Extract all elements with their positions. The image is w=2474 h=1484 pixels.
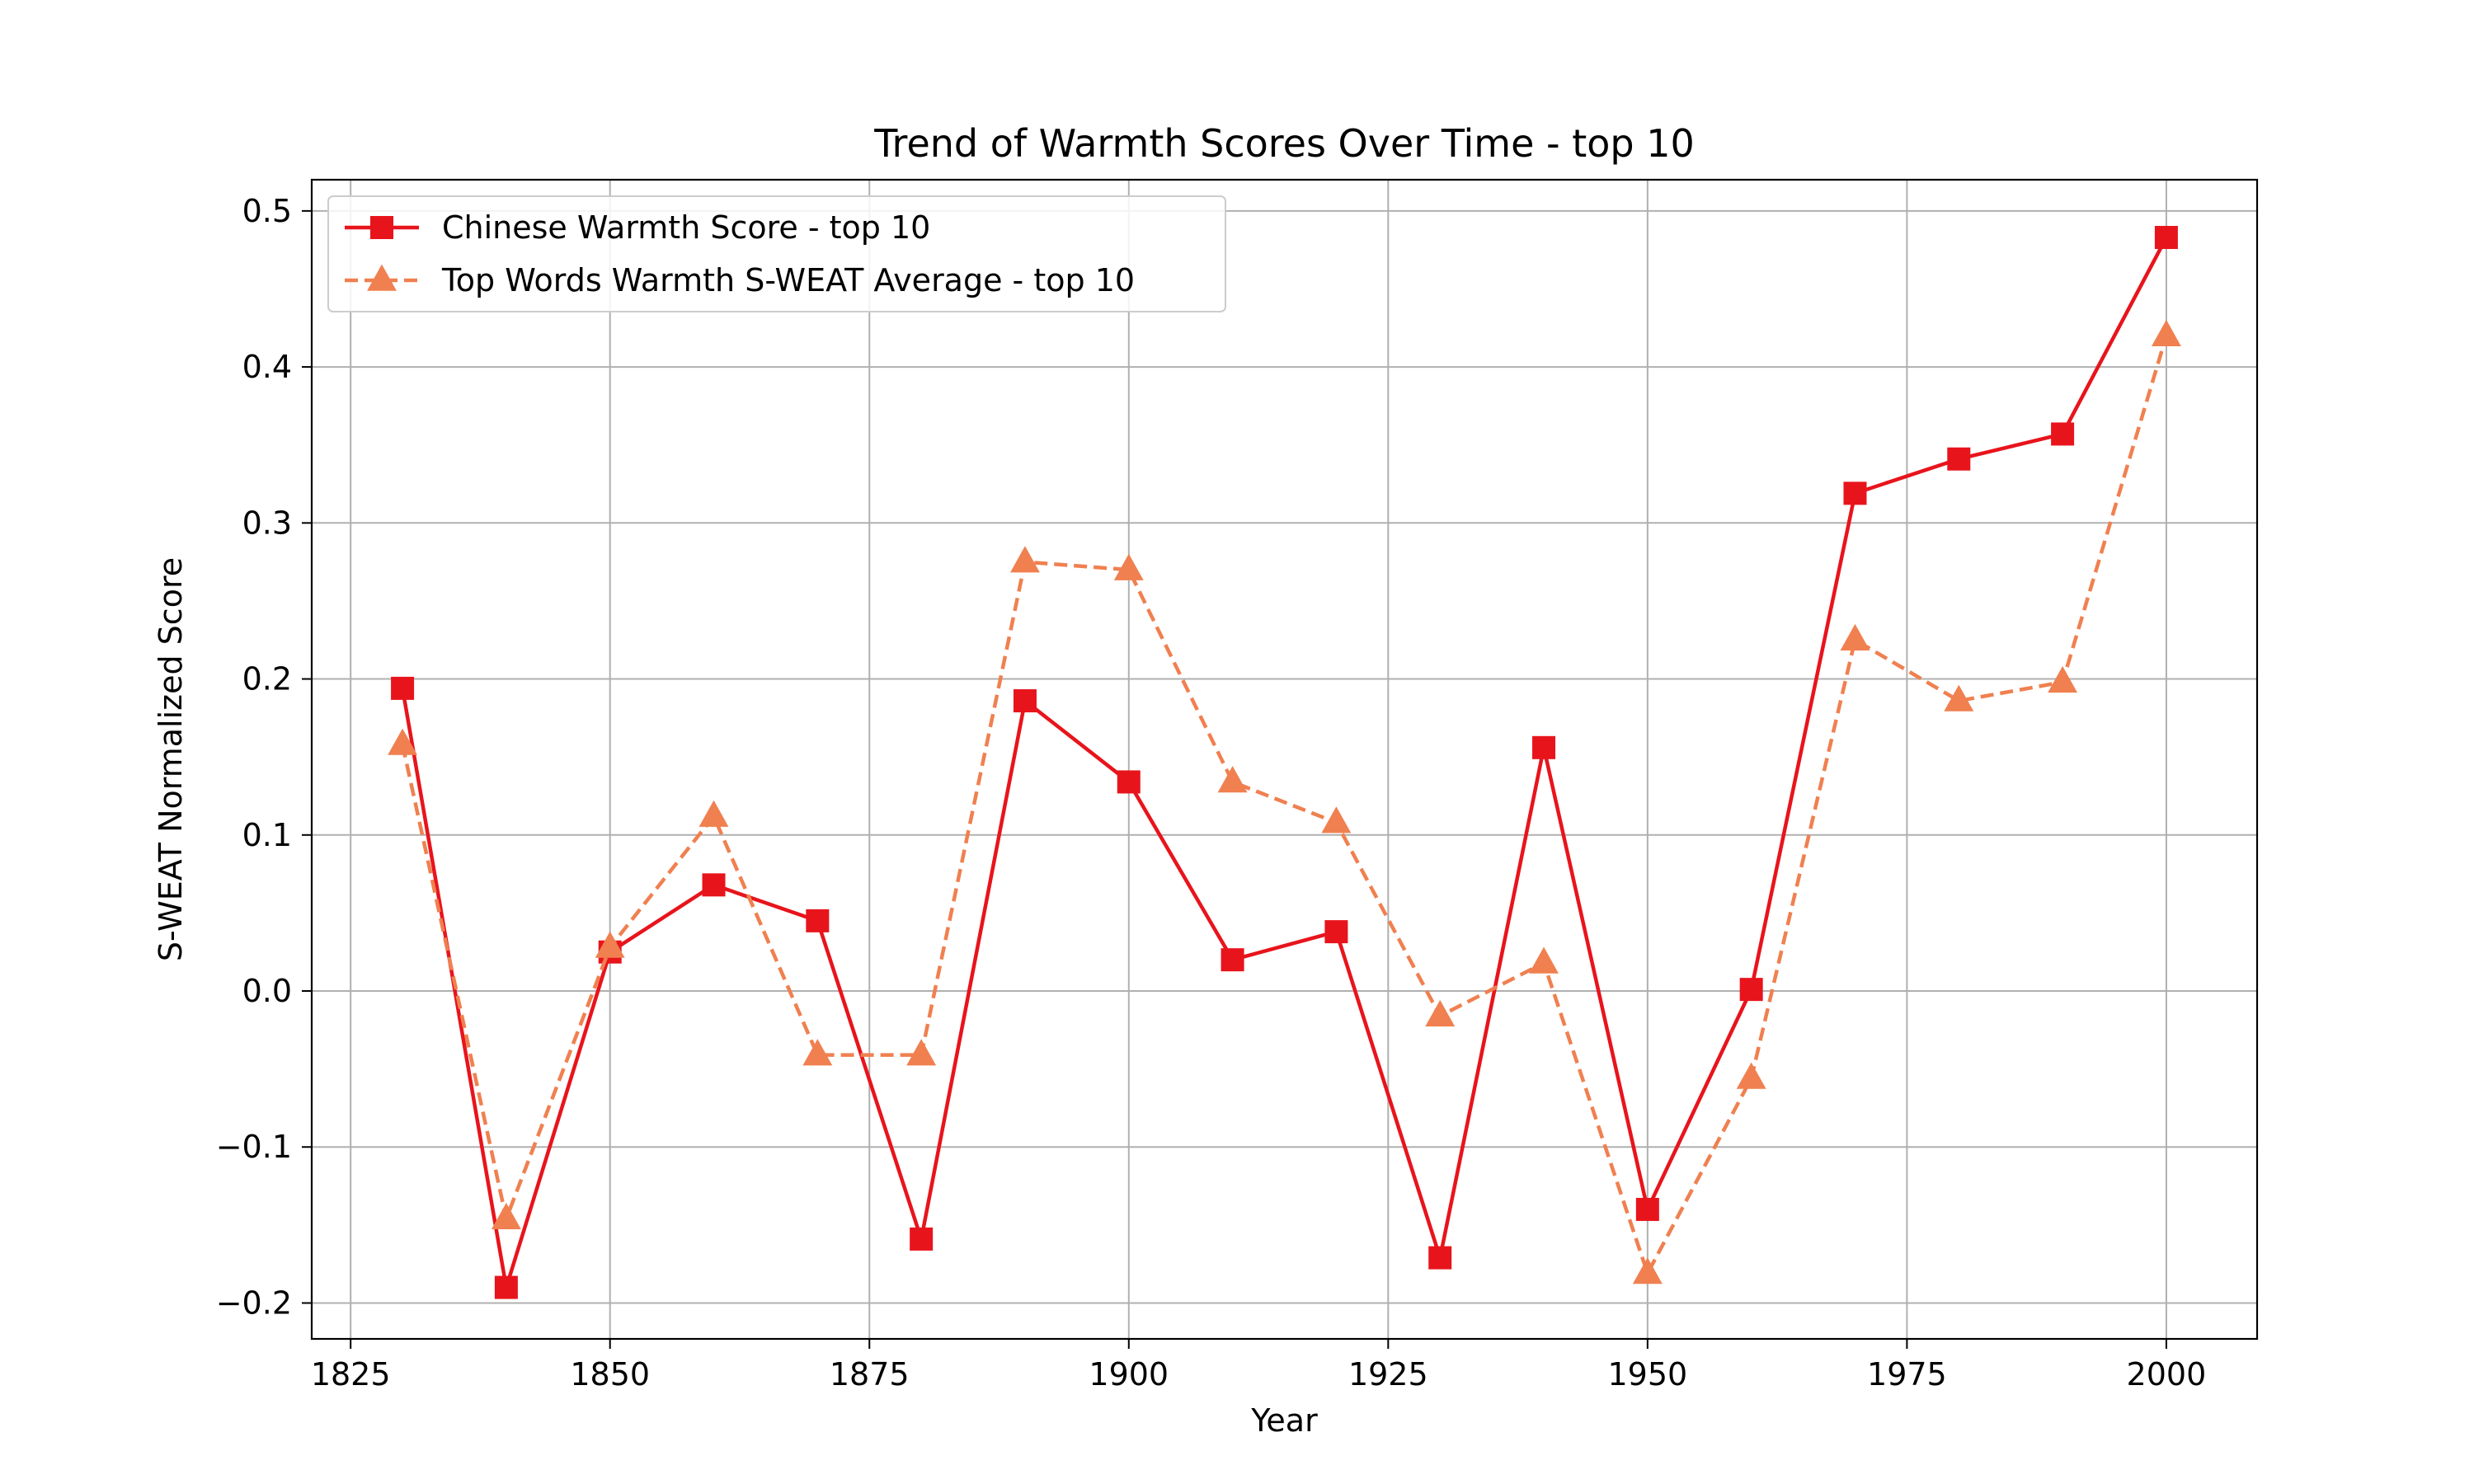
legend-marker [370, 216, 393, 239]
series-1-point [1532, 735, 1556, 759]
plot-area-frame [310, 178, 2259, 1341]
series-1-point [1117, 770, 1141, 794]
series-1-point [1324, 920, 1348, 944]
x-tick-label: 1875 [830, 1356, 910, 1392]
y-tick-label: 0.3 [242, 505, 292, 541]
series-layer [388, 226, 2181, 1299]
series-2-point [491, 1202, 521, 1230]
series-2-point [802, 1039, 833, 1066]
axis-ticks: 1825 1850 1875 1900 1925 1950 1975 2000 −0.2 −0.1… [216, 193, 2207, 1392]
series-1-point [1947, 447, 1971, 471]
y-tick-label: 0.4 [242, 349, 292, 385]
series-1-point [1843, 481, 1867, 505]
series-2-point [2048, 665, 2078, 693]
y-tick-label: 0.1 [242, 817, 292, 853]
series-1-point [806, 909, 830, 932]
series-2-point [2151, 319, 2181, 346]
series-2-point [1425, 999, 1456, 1027]
x-tick-label: 1850 [570, 1356, 650, 1392]
legend-label: Top Words Warmth S-WEAT Average - top 10 [441, 262, 1135, 298]
series-2-point [906, 1039, 937, 1066]
y-tick-label: −0.2 [216, 1284, 292, 1321]
x-tick-label: 2000 [2127, 1356, 2207, 1392]
series-2-point [595, 931, 625, 958]
y-tick-label: 0.0 [242, 973, 292, 1009]
series-1-point [1013, 689, 1037, 713]
y-tick-label: 0.5 [242, 193, 292, 229]
legend-label: Chinese Warmth Score - top 10 [442, 209, 930, 246]
series-2-point [1113, 553, 1144, 580]
series-2-point [1736, 1062, 1766, 1089]
x-tick-label: 1825 [311, 1356, 391, 1392]
series-2-point [1217, 766, 1248, 793]
legend-marker [367, 264, 397, 291]
series-1-point [1428, 1246, 1452, 1270]
x-tick-label: 1975 [1867, 1356, 1947, 1392]
series-2-point [388, 728, 418, 755]
series-1-point [391, 676, 415, 700]
y-tick-label: −0.1 [216, 1129, 292, 1165]
y-axis-label: S-WEAT Normalized Score [153, 557, 189, 961]
y-tick-label: 0.2 [242, 661, 292, 697]
series-2-point [698, 800, 729, 827]
series-1-point [494, 1275, 518, 1299]
chart-title: Trend of Warmth Scores Over Time - top 1… [873, 121, 1695, 166]
series-2-point [1010, 546, 1040, 573]
x-tick-label: 1925 [1348, 1356, 1428, 1392]
series-1-point [1739, 978, 1763, 1002]
series-2 [388, 319, 2181, 1284]
series-1-point [1635, 1197, 1659, 1221]
series-1-point [1221, 948, 1244, 972]
x-tick-label: 1950 [1607, 1356, 1687, 1392]
series-1-point [2051, 422, 2075, 446]
series-1-point [702, 873, 726, 897]
series-1-point [910, 1227, 934, 1251]
legend: Chinese Warmth Score - top 10 Top Words W… [327, 195, 1226, 312]
series-2-point [1321, 806, 1352, 834]
legend-box [327, 195, 1226, 312]
legend-item: Top Words Warmth S-WEAT Average - top 10 [345, 262, 1135, 298]
x-axis-label: Year [1250, 1402, 1318, 1439]
legend-item: Chinese Warmth Score - top 10 [345, 209, 930, 246]
series-1-line [400, 236, 2168, 1289]
series-2-point [1840, 623, 1870, 650]
series-1-point [2154, 226, 2178, 250]
series-2-point [1944, 684, 1974, 711]
series-2-line [400, 335, 2169, 1275]
series-1 [391, 226, 2178, 1299]
series-2-point [1529, 946, 1559, 974]
grid-lines [312, 180, 2257, 1339]
series-2-point [1632, 1257, 1663, 1284]
x-tick-label: 1900 [1089, 1356, 1169, 1392]
